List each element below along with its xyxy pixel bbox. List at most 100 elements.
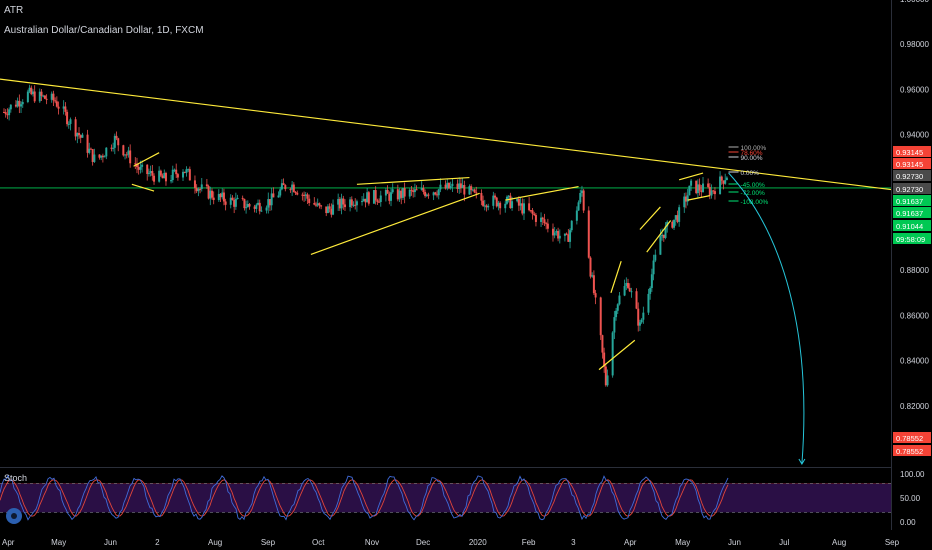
stoch-tick-label: 0.00 — [900, 518, 916, 527]
candle-body — [326, 206, 329, 214]
candle-body — [306, 194, 309, 199]
x-tick-label: Aug — [832, 538, 846, 547]
candle-body — [642, 312, 645, 320]
candle-body — [533, 213, 536, 216]
candle-body — [390, 192, 393, 201]
candle-body — [320, 205, 323, 207]
candle-body — [553, 232, 556, 236]
candle-body — [674, 215, 677, 220]
candle-body — [413, 189, 416, 193]
price-label: 0.91637 — [896, 197, 923, 206]
candle-body — [412, 190, 415, 193]
candle-body — [337, 199, 340, 205]
candle-body — [618, 295, 621, 305]
candle-body — [487, 205, 490, 208]
candle-body — [635, 291, 638, 309]
candle-body — [449, 186, 452, 189]
candle-body — [640, 319, 643, 323]
stoch-label[interactable]: Stoch — [4, 473, 27, 483]
candle-body — [74, 119, 77, 137]
y-tick-label: 1.00000 — [900, 0, 929, 4]
candle-body — [229, 197, 232, 205]
candle-body — [367, 192, 370, 204]
candle-body — [141, 164, 144, 167]
candle-body — [521, 203, 524, 214]
candle-body — [604, 366, 607, 386]
candle-body — [534, 215, 537, 222]
candle-body — [580, 190, 583, 194]
candle-body — [432, 192, 435, 196]
candle-body — [245, 207, 248, 209]
projection-arrowhead — [798, 458, 806, 465]
stoch-pane[interactable] — [0, 474, 891, 521]
candle-body — [611, 332, 614, 376]
candle-body — [209, 190, 212, 199]
candle-body — [391, 189, 394, 193]
symbol-title[interactable]: Australian Dollar/Canadian Dollar, 1D, F… — [4, 25, 204, 36]
candle-body — [713, 191, 716, 195]
candle-body — [690, 180, 693, 186]
candle-body — [451, 183, 454, 187]
price-label: 0.78552 — [896, 434, 923, 443]
candle-body — [456, 183, 459, 190]
price-label-bg — [893, 183, 931, 194]
candle-body — [376, 200, 379, 202]
candle-body — [86, 134, 89, 153]
candle-body — [696, 184, 699, 194]
candle-body — [88, 148, 91, 153]
candle-body — [257, 202, 260, 205]
candle-body — [343, 204, 346, 208]
candle-body — [654, 254, 657, 261]
candle-body — [364, 198, 367, 203]
candle-body — [18, 100, 21, 107]
y-tick-label: 0.96000 — [900, 85, 929, 94]
candle-body — [182, 171, 185, 178]
candle-body — [246, 204, 249, 208]
candle-body — [66, 111, 69, 125]
candle-body — [93, 154, 96, 162]
candle-body — [129, 150, 132, 164]
candle-body — [398, 190, 401, 200]
candle-body — [507, 195, 510, 197]
candle-body — [366, 192, 369, 203]
candle-body — [222, 192, 225, 202]
candle-body — [458, 183, 461, 190]
candle-body — [354, 204, 357, 206]
candle-body — [684, 196, 687, 202]
x-tick-label: Sep — [261, 538, 276, 547]
fib-level-label: -72.00% — [741, 190, 765, 197]
candle-body — [115, 135, 118, 139]
candle-body — [659, 236, 662, 255]
candle-body — [388, 193, 391, 201]
candle-body — [415, 189, 418, 191]
candle-body — [52, 93, 55, 101]
candle-body — [308, 198, 311, 204]
candle-body — [427, 194, 430, 196]
candle-body — [555, 231, 558, 233]
candle-body — [575, 210, 578, 221]
candle-body — [724, 180, 727, 184]
price-label-bg — [893, 432, 931, 443]
candle-body — [139, 166, 142, 170]
candle-body — [591, 275, 594, 277]
candle-body — [255, 204, 258, 209]
trendline-rise-upper — [639, 206, 661, 230]
candle-body — [291, 184, 294, 190]
candle-body — [219, 193, 222, 198]
settings-gear-icon[interactable] — [6, 508, 22, 524]
candle-body — [304, 194, 307, 196]
candle-body — [480, 192, 483, 201]
trendline-channel-jun-lower — [131, 183, 155, 192]
x-tick-label: 2020 — [469, 538, 487, 547]
candle-body — [529, 210, 532, 212]
candle-body — [212, 197, 215, 201]
candle-body — [69, 119, 72, 124]
candle-body — [531, 210, 534, 214]
price-label: 0.91637 — [896, 209, 923, 218]
candle-body — [183, 171, 186, 173]
candle-body — [270, 193, 273, 206]
candle-body — [173, 169, 176, 171]
candle-body — [164, 172, 167, 182]
candle-body — [623, 286, 626, 296]
